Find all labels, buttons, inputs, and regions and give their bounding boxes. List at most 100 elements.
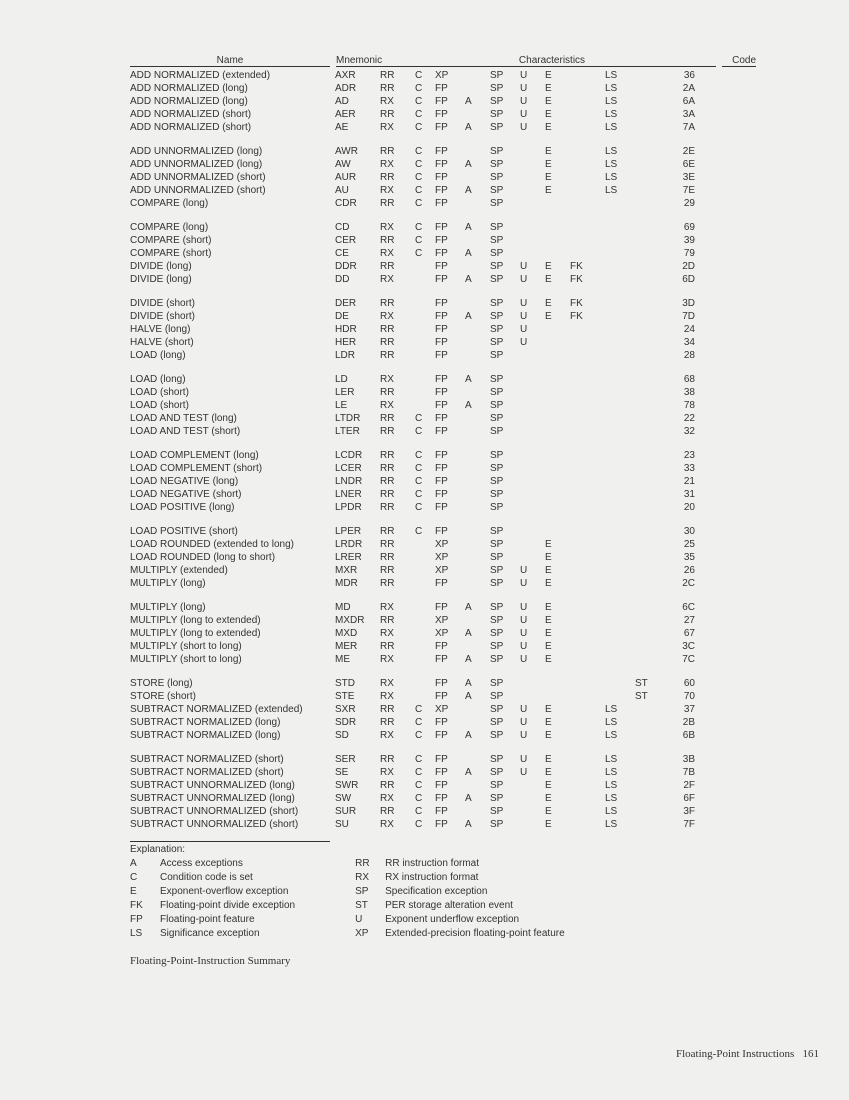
- cell-c10: [635, 501, 665, 514]
- cell-c7: [545, 373, 570, 386]
- explanation-value: Exponent-overflow exception: [160, 885, 288, 899]
- cell-code: 36: [665, 69, 695, 82]
- cell-c8: [570, 627, 605, 640]
- cell-c3: FP: [435, 297, 465, 310]
- cell-name: LOAD NEGATIVE (short): [130, 488, 335, 501]
- cell-c7: E: [545, 171, 570, 184]
- cell-c1: RR: [380, 449, 415, 462]
- cell-c6: U: [520, 273, 545, 286]
- cell-c1: RX: [380, 627, 415, 640]
- cell-c1: RR: [380, 349, 415, 362]
- cell-c2: [415, 677, 435, 690]
- cell-c4: [465, 412, 490, 425]
- cell-mnem: SXR: [335, 703, 380, 716]
- cell-c5: SP: [490, 818, 520, 831]
- cell-c2: C: [415, 197, 435, 210]
- cell-c9: [605, 601, 635, 614]
- cell-c4: [465, 525, 490, 538]
- cell-c5: SP: [490, 627, 520, 640]
- cell-c5: SP: [490, 640, 520, 653]
- cell-c8: FK: [570, 260, 605, 273]
- cell-code: 2A: [665, 82, 695, 95]
- cell-c9: LS: [605, 703, 635, 716]
- cell-c7: [545, 690, 570, 703]
- cell-c10: [635, 184, 665, 197]
- table-row: HALVE (long)HDRRRFPSPU24: [130, 323, 695, 336]
- cell-c4: [465, 501, 490, 514]
- cell-c9: [605, 627, 635, 640]
- table-row: ADD NORMALIZED (extended)AXRRRCXPSPUELS3…: [130, 69, 695, 82]
- cell-c8: [570, 158, 605, 171]
- cell-name: LOAD AND TEST (long): [130, 412, 335, 425]
- cell-c1: RX: [380, 818, 415, 831]
- cell-c4: A: [465, 158, 490, 171]
- table-row: DIVIDE (short)DERRRFPSPUEFK3D: [130, 297, 695, 310]
- cell-code: 30: [665, 525, 695, 538]
- cell-c1: RR: [380, 386, 415, 399]
- cell-c3: FP: [435, 121, 465, 134]
- cell-c3: FP: [435, 82, 465, 95]
- cell-c2: [415, 336, 435, 349]
- cell-mnem: SER: [335, 753, 380, 766]
- cell-c9: LS: [605, 792, 635, 805]
- cell-mnem: SUR: [335, 805, 380, 818]
- cell-c8: [570, 145, 605, 158]
- cell-c1: RR: [380, 462, 415, 475]
- table-row: LOAD (long)LDRRRFPSP28: [130, 349, 695, 362]
- table-caption: Floating-Point-Instruction Summary: [130, 955, 830, 967]
- cell-mnem: AE: [335, 121, 380, 134]
- cell-c5: SP: [490, 184, 520, 197]
- cell-code: 7C: [665, 653, 695, 666]
- cell-c2: C: [415, 501, 435, 514]
- cell-code: 20: [665, 501, 695, 514]
- explanation-row: RRRR instruction format: [355, 857, 565, 871]
- cell-code: 7E: [665, 184, 695, 197]
- cell-c4: [465, 145, 490, 158]
- cell-c9: LS: [605, 716, 635, 729]
- cell-code: 37: [665, 703, 695, 716]
- cell-c3: FP: [435, 601, 465, 614]
- cell-c6: [520, 247, 545, 260]
- cell-c10: [635, 121, 665, 134]
- cell-mnem: SWR: [335, 779, 380, 792]
- cell-c10: [635, 412, 665, 425]
- cell-c7: E: [545, 260, 570, 273]
- cell-c10: [635, 158, 665, 171]
- cell-c3: FP: [435, 373, 465, 386]
- cell-c9: [605, 349, 635, 362]
- cell-c1: RR: [380, 488, 415, 501]
- cell-c4: [465, 475, 490, 488]
- explanation-key: XP: [355, 927, 385, 941]
- cell-c9: LS: [605, 779, 635, 792]
- cell-c8: FK: [570, 273, 605, 286]
- cell-c1: RX: [380, 677, 415, 690]
- cell-c2: C: [415, 121, 435, 134]
- cell-mnem: SU: [335, 818, 380, 831]
- cell-c10: [635, 703, 665, 716]
- cell-code: 67: [665, 627, 695, 640]
- cell-c5: SP: [490, 260, 520, 273]
- cell-c10: [635, 260, 665, 273]
- cell-c3: FP: [435, 184, 465, 197]
- table-row: STORE (long)STDRXFPASPST60: [130, 677, 695, 690]
- cell-c4: [465, 564, 490, 577]
- cell-c8: [570, 234, 605, 247]
- cell-c3: FP: [435, 234, 465, 247]
- cell-c5: SP: [490, 551, 520, 564]
- cell-c6: [520, 197, 545, 210]
- cell-c2: C: [415, 729, 435, 742]
- cell-code: 7B: [665, 766, 695, 779]
- cell-c2: [415, 653, 435, 666]
- table-row: ADD UNNORMALIZED (short)AURRRCFPSPELS3E: [130, 171, 695, 184]
- cell-mnem: LE: [335, 399, 380, 412]
- cell-code: 6C: [665, 601, 695, 614]
- cell-mnem: LER: [335, 386, 380, 399]
- cell-c7: [545, 234, 570, 247]
- cell-c5: SP: [490, 538, 520, 551]
- cell-c3: FP: [435, 386, 465, 399]
- cell-c10: [635, 221, 665, 234]
- cell-c2: [415, 273, 435, 286]
- cell-c6: U: [520, 95, 545, 108]
- explanation-key: FK: [130, 899, 160, 913]
- cell-c9: LS: [605, 818, 635, 831]
